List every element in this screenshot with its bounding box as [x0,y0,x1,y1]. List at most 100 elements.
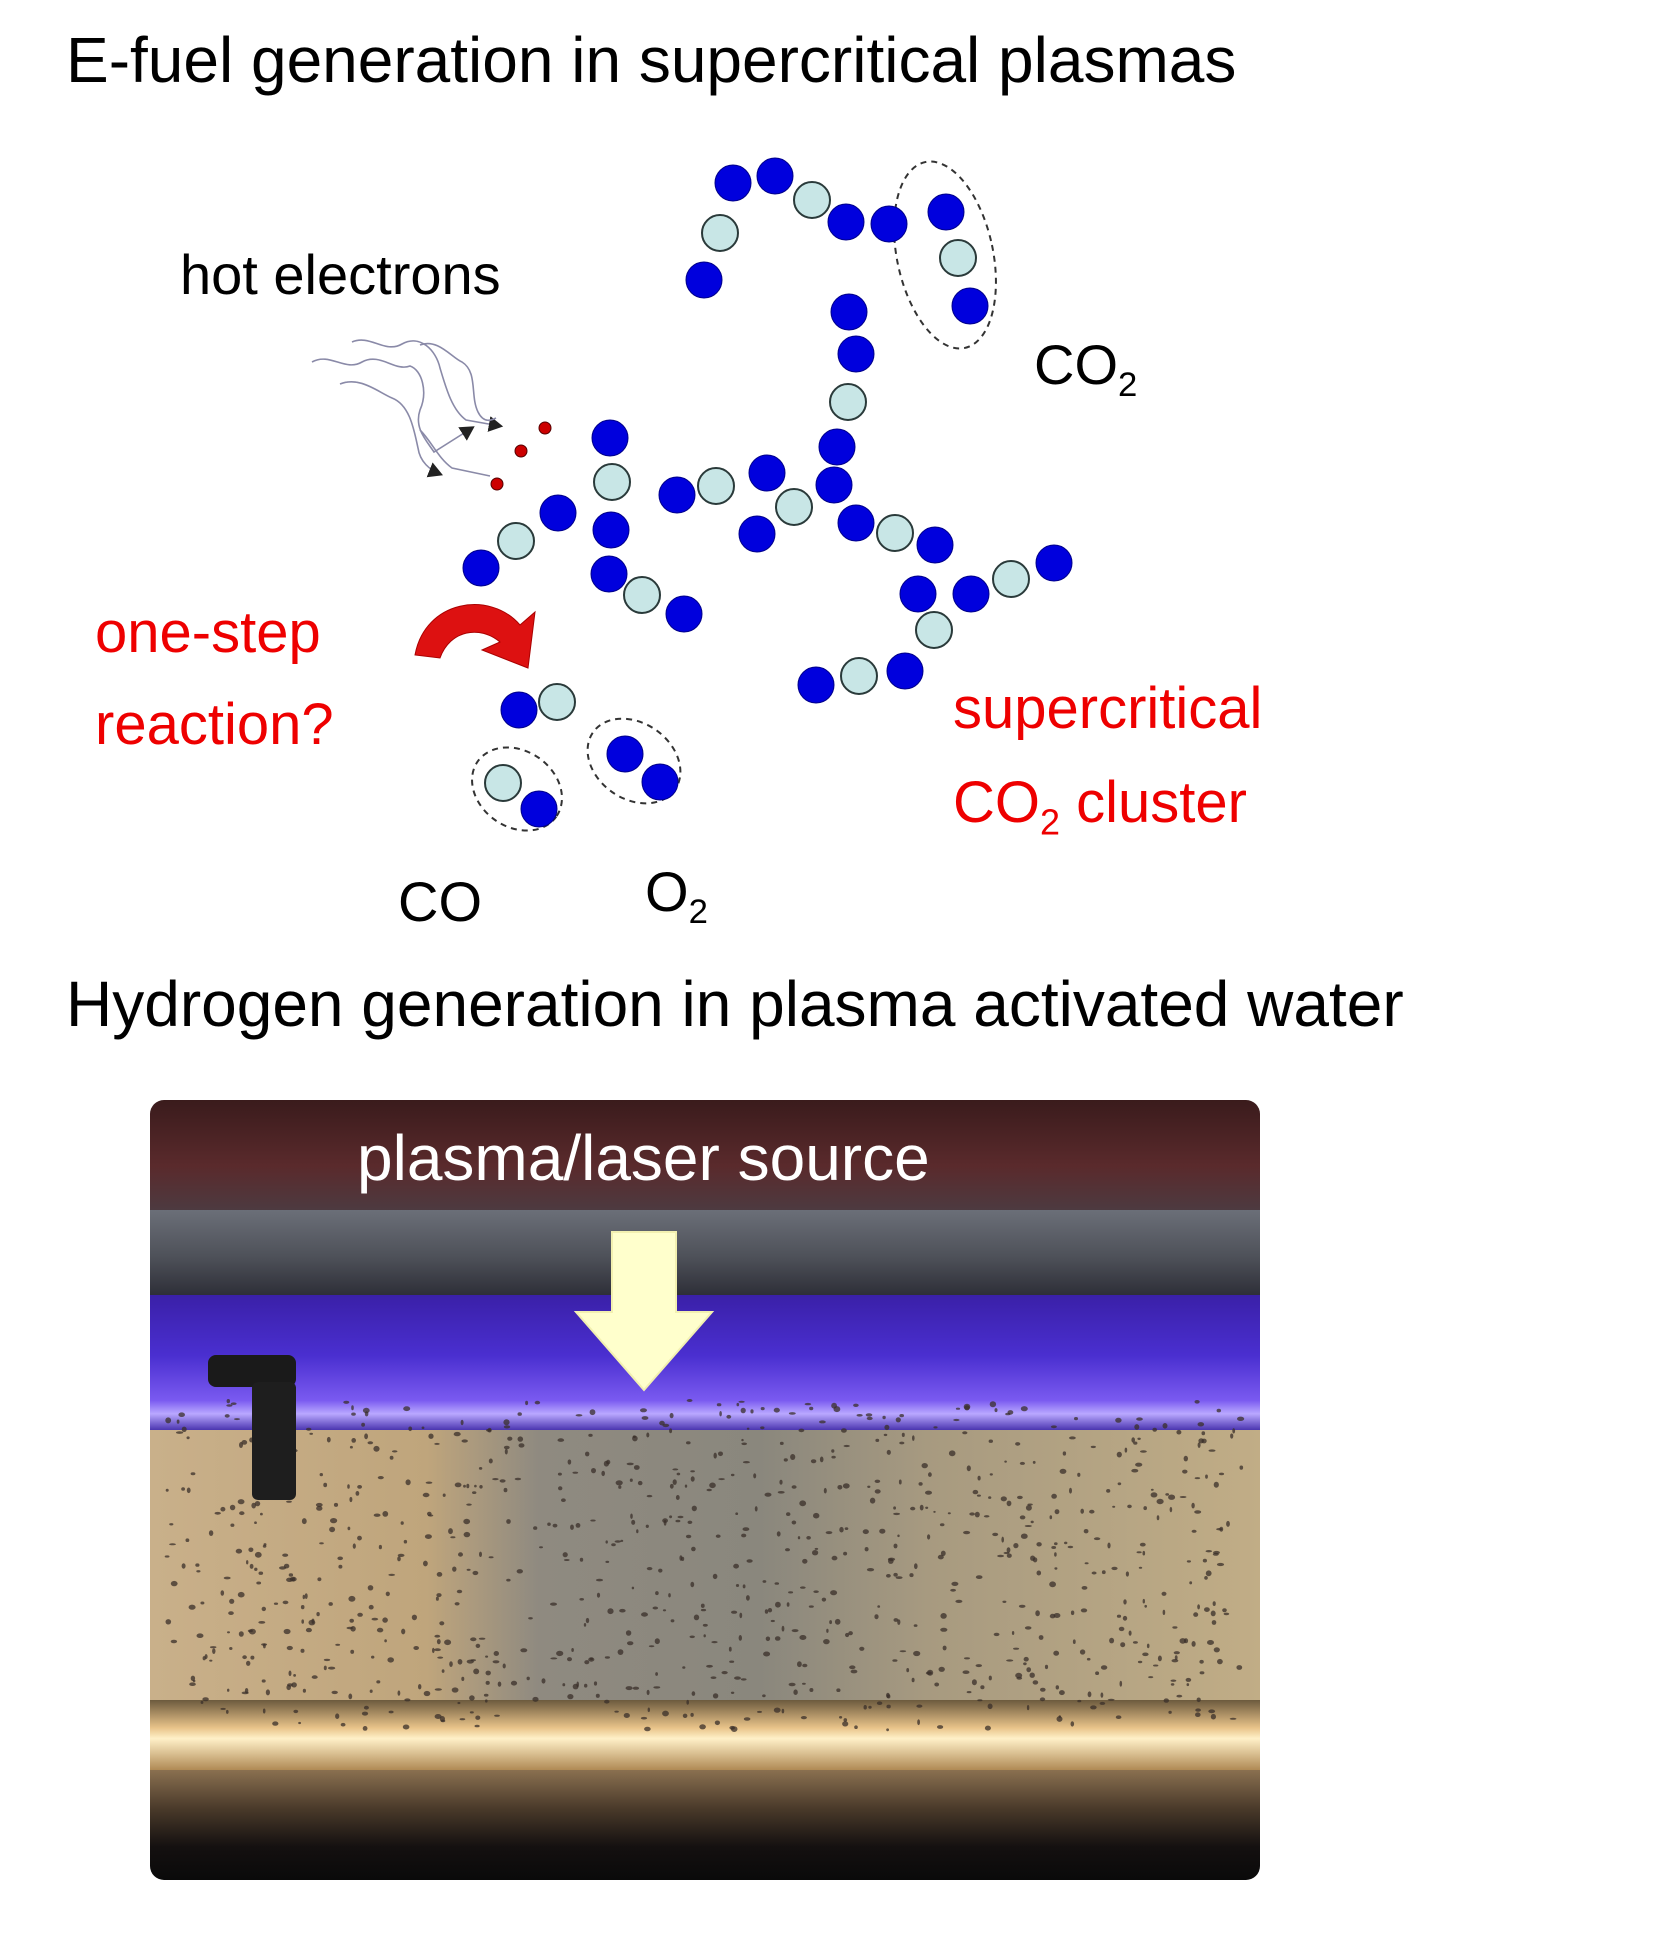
bubble [669,1428,673,1434]
bubble [652,1606,659,1610]
bubble [681,1556,685,1561]
bubble [293,1674,296,1677]
bubble [593,1681,598,1686]
bubble [1170,1683,1175,1686]
bubble [254,1521,257,1524]
bubble [775,1601,781,1608]
bubble [706,1488,712,1492]
bubble [492,1478,499,1481]
bubble [604,1656,610,1659]
bubble [387,1657,394,1663]
bubble [625,1630,632,1636]
bubble [762,1580,767,1583]
bubble [1232,1428,1236,1434]
carbon-atom [840,657,878,695]
bubble [1062,1451,1067,1456]
bubble [1137,1660,1143,1664]
bubble [1058,1715,1061,1718]
bubble [1035,1610,1040,1617]
bubble [1070,1721,1075,1727]
bubble [483,1693,489,1697]
bubble [1054,1509,1060,1515]
bubble [1124,1447,1128,1453]
bubble [1050,1425,1057,1429]
bubble [1084,1562,1089,1565]
bubble [373,1445,380,1452]
bubble [361,1711,369,1716]
bubble [1024,1626,1032,1630]
bubble [774,1582,780,1585]
electron [514,444,528,458]
bubble [670,1619,675,1623]
bubble [1216,1408,1222,1413]
bubble [669,1515,673,1519]
bubble [942,1645,947,1651]
bubble [1152,1427,1157,1432]
bubble [1239,1465,1244,1470]
bubble [1111,1566,1118,1571]
bubble [250,1655,255,1660]
bubble [525,1400,529,1406]
oxygen-atom [815,466,853,504]
bubble [640,1716,648,1720]
bubble [810,1459,817,1464]
bubble [348,1693,353,1700]
bubble [246,1560,249,1565]
bubble [1212,1601,1216,1606]
bubble [591,1468,596,1474]
bubble [300,1648,305,1653]
bubble [230,1402,237,1405]
bubble [475,1715,481,1720]
bubble [948,1450,956,1457]
bubble [1002,1600,1007,1603]
bubble [466,1503,472,1506]
bubble [1019,1461,1025,1465]
bubble [1194,1477,1201,1480]
bubble [556,1650,564,1657]
bubble [343,1400,350,1404]
bubble [363,1705,369,1710]
bubble [1201,1431,1206,1436]
bubble [911,1677,915,1683]
oxygen-atom [685,261,723,299]
bubble [469,1695,475,1701]
bubble [793,1689,798,1695]
bubble [637,1480,643,1486]
bubble [497,1681,502,1687]
bubble [964,1405,970,1411]
bubble [169,1543,176,1546]
bubble [1204,1576,1208,1580]
oxygen-atom [797,666,835,704]
bubble [1024,1525,1032,1527]
carbon-atom [593,463,631,501]
bubble [579,1557,584,1562]
bubble [595,1693,600,1698]
bubble [427,1514,434,1517]
bubble [1119,1680,1123,1687]
bubble [1194,1510,1202,1514]
carbon-atom [538,683,576,721]
bubble [1156,1515,1160,1521]
bubble [953,1418,960,1422]
bubble [382,1617,388,1623]
bubble [1120,1642,1126,1648]
bubble [802,1558,808,1564]
bubble [1217,1658,1223,1665]
bubble [373,1513,381,1517]
bubble [901,1432,905,1437]
bubble [1004,1460,1007,1463]
bubble [989,1473,993,1476]
bubble [1011,1631,1015,1635]
bubble [503,1425,511,1429]
bubble [463,1531,471,1538]
bubble [984,1725,991,1731]
bubble [1213,1481,1219,1488]
bubble [874,1489,881,1494]
bubble [730,1726,738,1732]
bubble [636,1529,639,1534]
bubble [895,1417,901,1423]
bubble [893,1512,900,1516]
bubble [826,1628,829,1633]
bubble [235,1548,243,1554]
bubble [1193,1612,1199,1617]
